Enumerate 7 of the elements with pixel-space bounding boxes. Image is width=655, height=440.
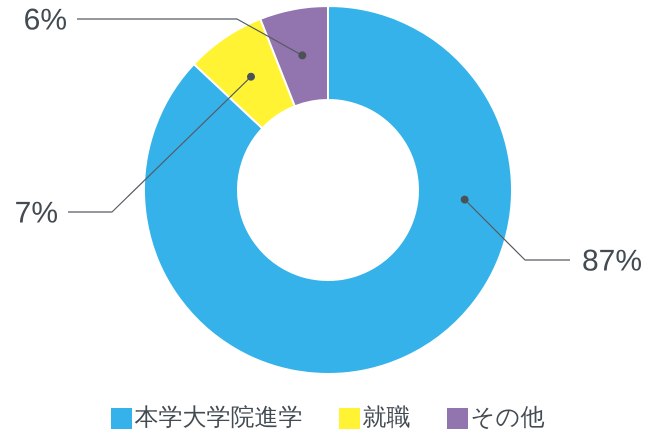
data-label: 7% [14, 196, 58, 230]
legend-label: 就職 [362, 403, 410, 433]
legend-label: 本学大学院進学 [134, 403, 302, 433]
data-label: 87% [582, 244, 642, 278]
data-label: 6% [24, 4, 67, 36]
legend-label: その他 [470, 403, 544, 433]
donut-slice [143, 5, 513, 375]
